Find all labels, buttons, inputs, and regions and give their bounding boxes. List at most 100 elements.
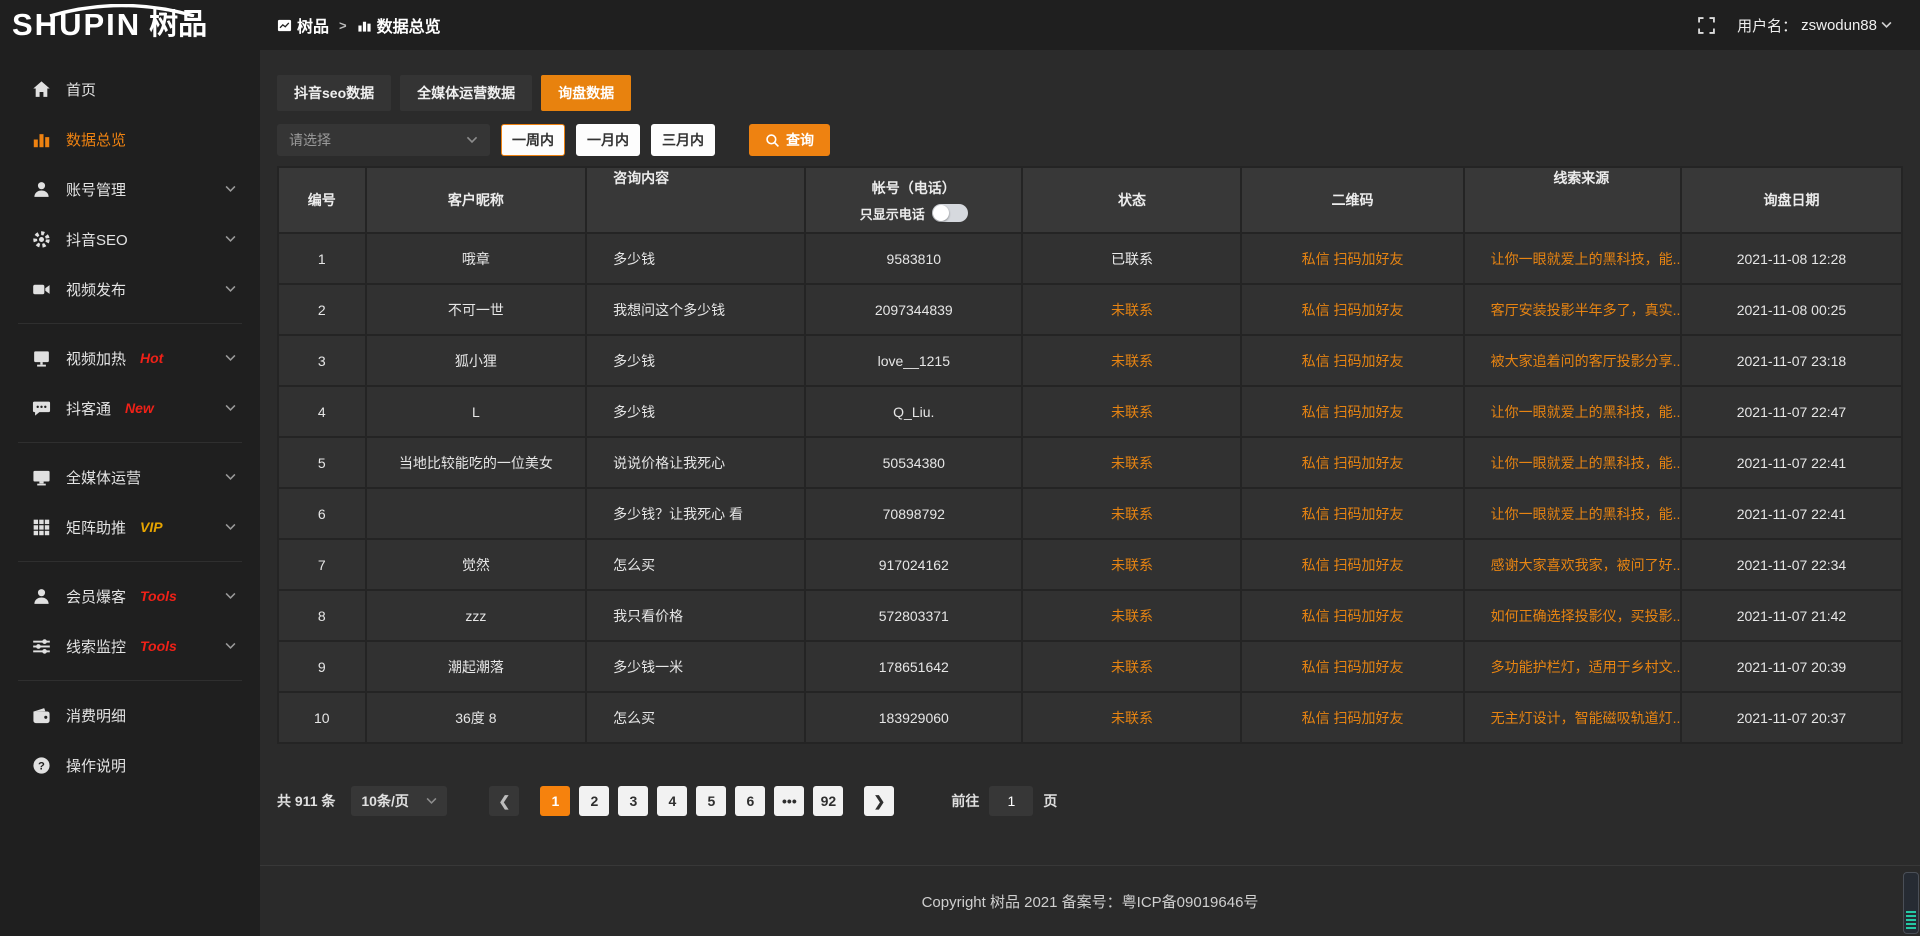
sidebar-item-doukeTong[interactable]: 抖客通 New [0, 383, 260, 433]
cell-source: 被大家追着问的客厅投影分享... [1465, 336, 1682, 385]
sidebar-item-matrix-boost[interactable]: 矩阵助推 VIP [0, 502, 260, 552]
chevron-down-icon [225, 592, 236, 599]
bar-chart-icon [358, 21, 371, 32]
col-header-content: 咨询内容 [587, 168, 807, 232]
sidebar-item-lead-monitor[interactable]: 线索监控 Tools [0, 621, 260, 671]
range-quarter-button[interactable]: 三月内 [651, 124, 715, 156]
topbar-right: 用户名： zswodun88 [1698, 0, 1892, 50]
table-header-row: 编号 客户昵称 咨询内容 帐号（电话） 只显示电话 状态 二维码 线索来源 询盘… [279, 168, 1901, 232]
cell-date: 2021-11-07 23:18 [1736, 352, 1847, 369]
lead-source-link[interactable]: 多功能护栏灯，适用于乡村文... [1490, 658, 1682, 675]
cell-id: 9 [279, 642, 367, 691]
chevron-down-icon [225, 642, 236, 649]
page-number-button[interactable]: 3 [618, 786, 649, 816]
cell-date: 2021-11-08 00:25 [1736, 301, 1847, 318]
filter-select[interactable]: 请选择 [277, 124, 490, 156]
next-page-button[interactable]: ❯ [864, 786, 895, 816]
sidebar-item-label: 全媒体运营 [66, 469, 142, 487]
tools-badge: Tools [140, 638, 177, 654]
qr-add-friend-link[interactable]: 私信 扫码加好友 [1301, 403, 1404, 420]
cell-id: 3 [279, 336, 367, 385]
wallet-icon [32, 706, 51, 725]
account-header-label: 帐号（电话） [871, 179, 956, 196]
cell-date: 2021-11-07 20:39 [1736, 658, 1847, 675]
breadcrumb: 树品 > 数据总览 [277, 0, 441, 50]
prev-page-button[interactable]: ❮ [489, 786, 520, 816]
cell-status: 未联系 [1023, 693, 1243, 742]
pagination-bar: 共 911 条 10条/页 ❮ 1 2 3 4 5 6 ••• 92 ❯ 前往 … [277, 786, 1920, 816]
page-number-button[interactable]: 4 [657, 786, 688, 816]
sidebar-item-spend-details[interactable]: 消费明细 [0, 690, 260, 740]
cell-source: 让你一眼就爱上的黑科技，能... [1465, 234, 1682, 283]
cell-nickname: 当地比较能吃的一位美女 [367, 438, 588, 487]
cell-nickname: 潮起潮落 [367, 642, 588, 691]
goto-page-input[interactable] [989, 786, 1034, 816]
range-month-button[interactable]: 一月内 [576, 124, 640, 156]
status-badge: 未联系 [1110, 505, 1153, 522]
lead-source-link[interactable]: 客厅安装投影半年多了，真实... [1490, 301, 1682, 318]
qr-add-friend-link[interactable]: 私信 扫码加好友 [1301, 505, 1404, 522]
qr-add-friend-link[interactable]: 私信 扫码加好友 [1301, 250, 1404, 267]
lead-source-link[interactable]: 无主灯设计，智能磁吸轨道灯... [1490, 709, 1682, 726]
sidebar-item-video-publish[interactable]: 视频发布 [0, 264, 260, 314]
sidebar-item-video-heat[interactable]: 视频加热 Hot [0, 333, 260, 383]
video-camera-icon [32, 280, 51, 299]
table-row: 5 当地比较能吃的一位美女 说说价格让我死心 50534380 未联系 私信 扫… [279, 436, 1901, 487]
range-week-button[interactable]: 一周内 [501, 124, 565, 156]
page-number-button[interactable]: 1 [540, 786, 571, 816]
sidebar-item-member-burst[interactable]: 会员爆客 Tools [0, 571, 260, 621]
sidebar-item-douyin-seo[interactable]: 抖音SEO [0, 214, 260, 264]
lead-source-link[interactable]: 让你一眼就爱上的黑科技，能... [1490, 403, 1682, 420]
qr-add-friend-link[interactable]: 私信 扫码加好友 [1301, 709, 1404, 726]
qr-add-friend-link[interactable]: 私信 扫码加好友 [1301, 556, 1404, 573]
fullscreen-icon[interactable] [1698, 16, 1715, 34]
qr-add-friend-link[interactable]: 私信 扫码加好友 [1301, 301, 1404, 318]
cell-nickname: 觉然 [367, 540, 588, 589]
cell-status: 未联系 [1023, 540, 1243, 589]
gear-icon [32, 230, 51, 249]
lead-source-link[interactable]: 让你一眼就爱上的黑科技，能... [1490, 250, 1682, 267]
query-button[interactable]: 查询 [749, 124, 830, 156]
qr-add-friend-link[interactable]: 私信 扫码加好友 [1301, 454, 1404, 471]
page-number-button[interactable]: 5 [696, 786, 727, 816]
cell-date: 2021-11-08 12:28 [1736, 250, 1847, 267]
qr-add-friend-link[interactable]: 私信 扫码加好友 [1301, 607, 1404, 624]
tab-douyin-seo-data[interactable]: 抖音seo数据 [277, 75, 392, 111]
lead-source-link[interactable]: 如何正确选择投影仪，买投影... [1490, 607, 1682, 624]
sidebar-item-account-mgmt[interactable]: 账号管理 [0, 164, 260, 214]
cell-source: 感谢大家喜欢我家，被问了好... [1465, 540, 1682, 589]
goto-suffix: 页 [1043, 793, 1058, 809]
page-size-select[interactable]: 10条/页 [351, 786, 448, 816]
sidebar-item-omnimedia[interactable]: 全媒体运营 [0, 452, 260, 502]
cell-status: 未联系 [1023, 336, 1243, 385]
lead-source-link[interactable]: 让你一眼就爱上的黑科技，能... [1490, 454, 1682, 471]
status-badge: 已联系 [1110, 250, 1153, 267]
phone-only-toggle[interactable] [931, 204, 968, 222]
sidebar-item-help[interactable]: ? 操作说明 [0, 740, 260, 790]
lead-source-link[interactable]: 感谢大家喜欢我家，被问了好... [1490, 556, 1682, 573]
cell-qr: 私信 扫码加好友 [1242, 285, 1465, 334]
breadcrumb-root[interactable]: 树品 [277, 13, 329, 37]
tab-inquiry-data[interactable]: 询盘数据 [541, 75, 632, 111]
qr-add-friend-link[interactable]: 私信 扫码加好友 [1301, 352, 1404, 369]
lead-source-link[interactable]: 让你一眼就爱上的黑科技，能... [1490, 505, 1682, 522]
search-icon [766, 133, 779, 147]
cell-qr: 私信 扫码加好友 [1242, 642, 1465, 691]
cell-qr: 私信 扫码加好友 [1242, 693, 1465, 742]
sidebar-item-home[interactable]: 首页 [0, 64, 260, 114]
tab-omnimedia-data[interactable]: 全媒体运营数据 [400, 75, 533, 111]
page-number-button[interactable]: 2 [579, 786, 610, 816]
app-logo: SHUPIN 树品 [12, 4, 207, 44]
col-header-source: 线索来源 [1465, 168, 1682, 232]
page-number-button[interactable]: 6 [735, 786, 766, 816]
lead-source-link[interactable]: 被大家追着问的客厅投影分享... [1490, 352, 1682, 369]
cell-status: 已联系 [1023, 234, 1243, 283]
page-number-button[interactable]: ••• [774, 786, 805, 816]
sidebar-item-data-overview[interactable]: 数据总览 [0, 114, 260, 164]
corner-scroll-widget[interactable] [1903, 872, 1919, 934]
cell-qr: 私信 扫码加好友 [1242, 336, 1465, 385]
qr-add-friend-link[interactable]: 私信 扫码加好友 [1301, 658, 1404, 675]
breadcrumb-current[interactable]: 数据总览 [357, 13, 441, 37]
page-number-button[interactable]: 92 [813, 786, 844, 816]
user-menu[interactable]: 用户名： zswodun88 [1737, 15, 1892, 36]
